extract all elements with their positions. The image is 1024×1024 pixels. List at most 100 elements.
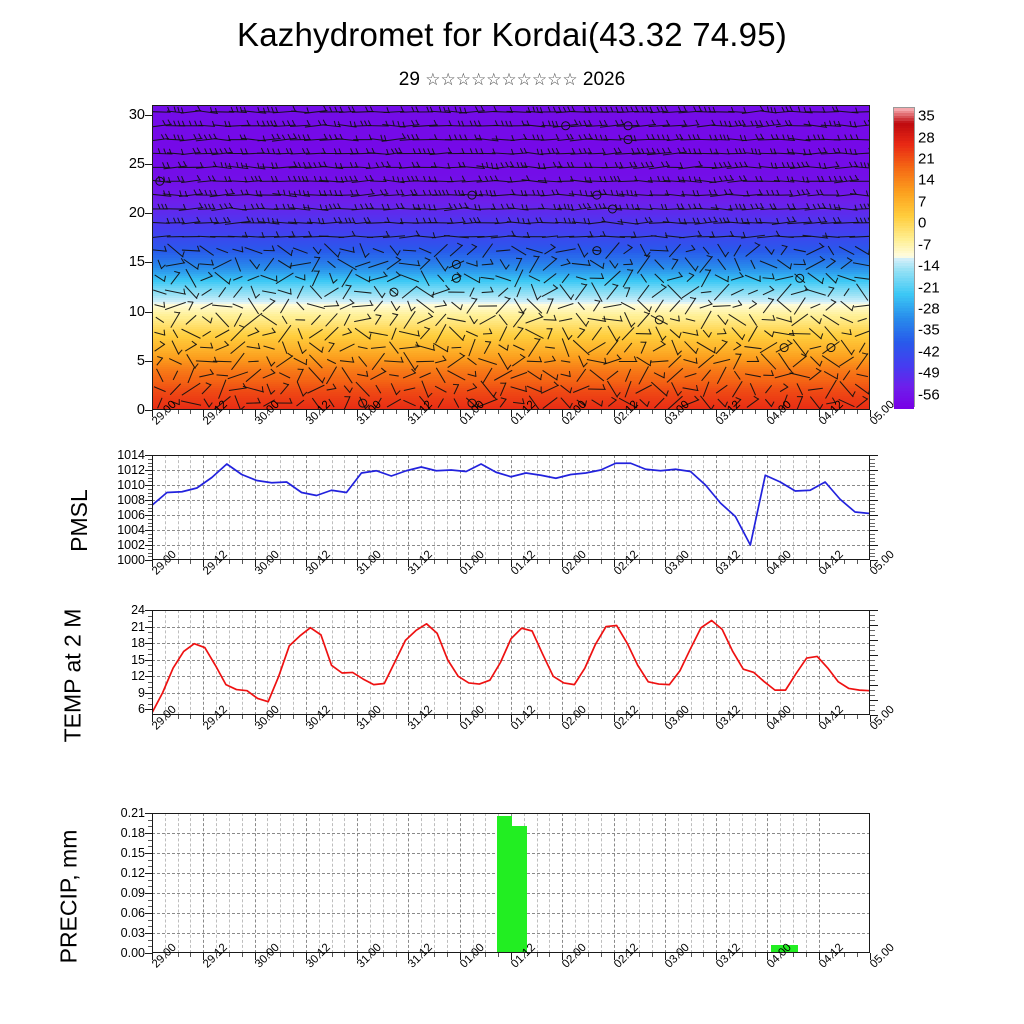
y-tick xyxy=(145,873,152,874)
x-minor-tick xyxy=(228,715,230,719)
grid-line-v-minor xyxy=(216,813,218,953)
x-minor-tick xyxy=(652,560,654,564)
colorbar-segment xyxy=(894,283,914,287)
colorbar-segment xyxy=(894,340,914,344)
x-minor-tick xyxy=(241,953,243,957)
x-minor-tick xyxy=(677,953,679,957)
y-tick xyxy=(145,913,152,914)
x-tick xyxy=(870,560,871,567)
grid-line-v-minor xyxy=(626,813,628,953)
temperature-band xyxy=(152,275,870,279)
x-minor-tick xyxy=(780,560,782,564)
pmsl-axes: 1000 1002 1004 1006 1008 1010 1012 1014 29.00 29.… xyxy=(117,449,897,578)
temperature-band xyxy=(152,170,870,173)
subtitle-year: 2026 xyxy=(582,69,626,90)
grid-line-h xyxy=(152,485,870,486)
cross-section-panel: 0 5 10 15 20 25 30 29.00 29.12 30.00 30.12 31.00 31.… xyxy=(129,105,897,427)
x-minor-tick xyxy=(369,410,371,414)
colorbar-segment xyxy=(894,275,914,279)
colorbar-segment xyxy=(894,120,914,124)
y-right-tick xyxy=(870,680,875,681)
x-minor-tick xyxy=(703,953,705,957)
grid-line-v xyxy=(203,455,205,560)
x-minor-tick xyxy=(498,715,500,719)
grid-line-v-minor xyxy=(190,610,192,715)
y-tick xyxy=(145,953,152,954)
x-tick xyxy=(152,953,153,960)
y-tick-label: 20 xyxy=(128,204,145,221)
y-right-tick xyxy=(870,660,875,661)
x-minor-tick xyxy=(344,715,346,719)
x-minor-tick xyxy=(690,560,692,564)
y-minor-tick xyxy=(148,615,152,617)
y-right-tick xyxy=(870,625,878,626)
y-right-tick xyxy=(870,500,878,501)
temperature-band xyxy=(152,379,870,383)
y-minor-tick xyxy=(148,488,152,490)
temperature-band xyxy=(152,113,870,116)
x-minor-tick xyxy=(382,715,384,719)
x-minor-tick xyxy=(793,410,795,414)
x-minor-tick xyxy=(652,715,654,719)
x-minor-tick xyxy=(626,410,628,414)
x-minor-tick xyxy=(754,715,756,719)
grid-line-v-minor xyxy=(549,455,551,560)
grid-line-v xyxy=(664,455,666,560)
temperature-band xyxy=(152,340,870,344)
x-minor-tick xyxy=(793,560,795,564)
temperature-band xyxy=(152,279,870,283)
grid-line-v-minor xyxy=(382,610,384,715)
x-minor-tick xyxy=(575,560,577,564)
colorbar-segment xyxy=(894,158,914,162)
x-minor-tick xyxy=(639,715,641,719)
grid-line-h xyxy=(152,643,870,645)
x-tick xyxy=(562,410,564,417)
x-minor-tick xyxy=(421,715,423,719)
x-tick xyxy=(562,715,564,722)
grid-line-v xyxy=(305,610,307,715)
colorbar-segment xyxy=(894,243,914,247)
x-minor-tick xyxy=(857,715,859,719)
temperature-band xyxy=(152,214,870,218)
x-minor-tick xyxy=(216,560,218,564)
y-right-tick xyxy=(870,492,875,494)
x-tick xyxy=(664,560,666,567)
x-minor-tick xyxy=(446,410,448,414)
x-tick xyxy=(511,410,512,417)
temperature-band xyxy=(152,135,870,139)
x-minor-tick xyxy=(228,560,230,564)
grid-line-v xyxy=(716,610,718,715)
x-minor-tick xyxy=(472,953,474,957)
y-right-tick xyxy=(870,470,878,471)
grid-line-v-minor xyxy=(472,455,474,560)
x-minor-tick xyxy=(549,715,551,719)
y-minor-tick xyxy=(148,926,152,928)
temperature-band xyxy=(152,285,870,289)
y-tick-label: 24 xyxy=(131,602,145,617)
x-minor-tick xyxy=(293,953,295,957)
temperature-band xyxy=(152,383,870,387)
temperature-band xyxy=(152,375,870,379)
y-minor-tick xyxy=(148,541,152,543)
grid-line-v-minor xyxy=(652,610,654,715)
y-tick xyxy=(145,709,152,711)
x-minor-tick xyxy=(741,410,743,414)
y-tick-label: 1000 xyxy=(117,552,145,567)
grid-line-v xyxy=(357,610,359,715)
y-right-tick xyxy=(870,645,875,646)
grid-line-v xyxy=(716,813,718,953)
temperature-band xyxy=(152,145,870,149)
x-minor-tick xyxy=(703,410,705,414)
y-tick xyxy=(145,659,152,661)
grid-line-v xyxy=(767,455,769,560)
x-minor-tick xyxy=(267,410,269,414)
y-tick-label: 1008 xyxy=(117,492,145,507)
y-tick-label: 0.15 xyxy=(120,845,145,860)
x-minor-tick xyxy=(677,410,679,414)
grid-line-v-minor xyxy=(498,455,500,560)
x-minor-tick xyxy=(485,953,487,957)
colorbar-segment xyxy=(894,285,914,289)
y-minor-tick xyxy=(148,703,152,705)
x-tick xyxy=(459,410,461,417)
grid-line-v-minor xyxy=(280,455,282,560)
